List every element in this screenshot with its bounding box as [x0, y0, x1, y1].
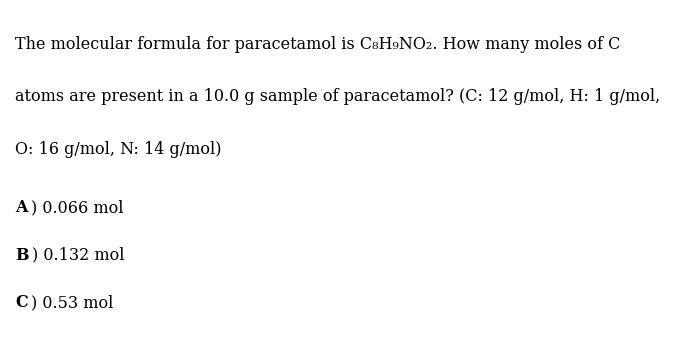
Text: ) 0.132 mol: ) 0.132 mol: [32, 246, 125, 264]
Text: ) 0.066 mol: ) 0.066 mol: [31, 199, 124, 216]
Text: A: A: [15, 199, 27, 216]
Text: The molecular formula for paracetamol is C₈H₉NO₂. How many moles of C: The molecular formula for paracetamol is…: [15, 36, 620, 53]
Text: ) 0.53 mol: ) 0.53 mol: [31, 294, 114, 311]
Text: O: 16 g/mol, N: 14 g/mol): O: 16 g/mol, N: 14 g/mol): [15, 141, 222, 158]
Text: C: C: [15, 294, 28, 311]
Text: B: B: [15, 246, 29, 264]
Text: atoms are present in a 10.0 g sample of paracetamol? (C: 12 g/mol, H: 1 g/mol,: atoms are present in a 10.0 g sample of …: [15, 88, 660, 105]
